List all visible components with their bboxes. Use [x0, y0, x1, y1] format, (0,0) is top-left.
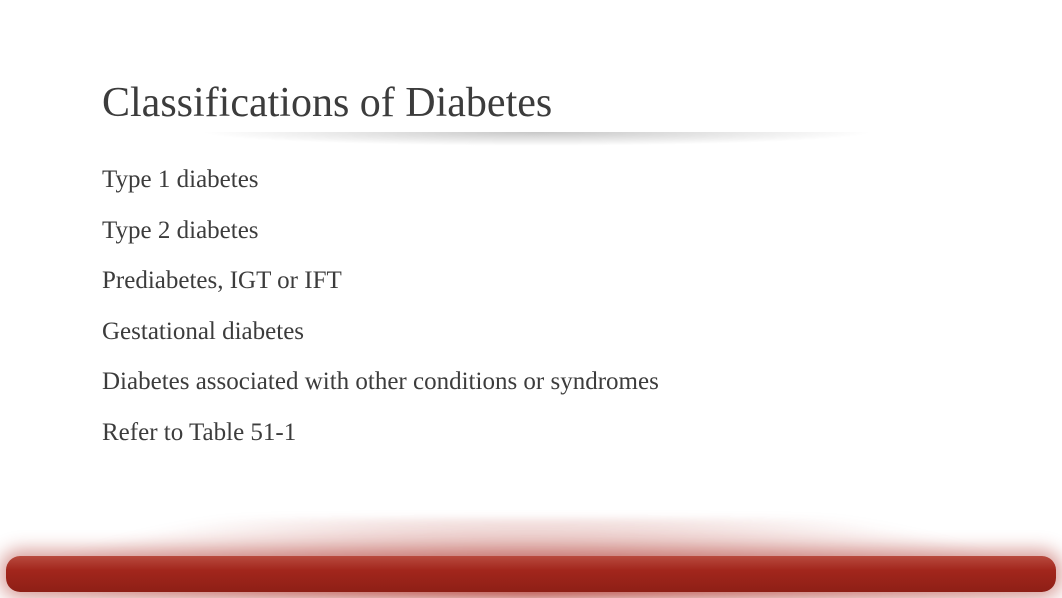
content-list: Type 1 diabetes Type 2 diabetes Prediabe…	[102, 164, 702, 467]
list-item: Type 2 diabetes	[102, 215, 702, 248]
title-block: Classifications of Diabetes	[102, 78, 972, 146]
title-underline-shadow	[102, 132, 972, 146]
footer-accent	[0, 518, 1062, 598]
slide-title: Classifications of Diabetes	[102, 78, 972, 128]
footer-accent-glow	[0, 518, 1062, 598]
list-item: Diabetes associated with other condition…	[102, 366, 702, 399]
list-item: Prediabetes, IGT or IFT	[102, 265, 702, 298]
list-item: Refer to Table 51-1	[102, 417, 702, 450]
footer-accent-bar	[6, 556, 1056, 592]
list-item: Gestational diabetes	[102, 316, 702, 349]
list-item: Type 1 diabetes	[102, 164, 702, 197]
slide: Classifications of Diabetes Type 1 diabe…	[0, 0, 1062, 598]
